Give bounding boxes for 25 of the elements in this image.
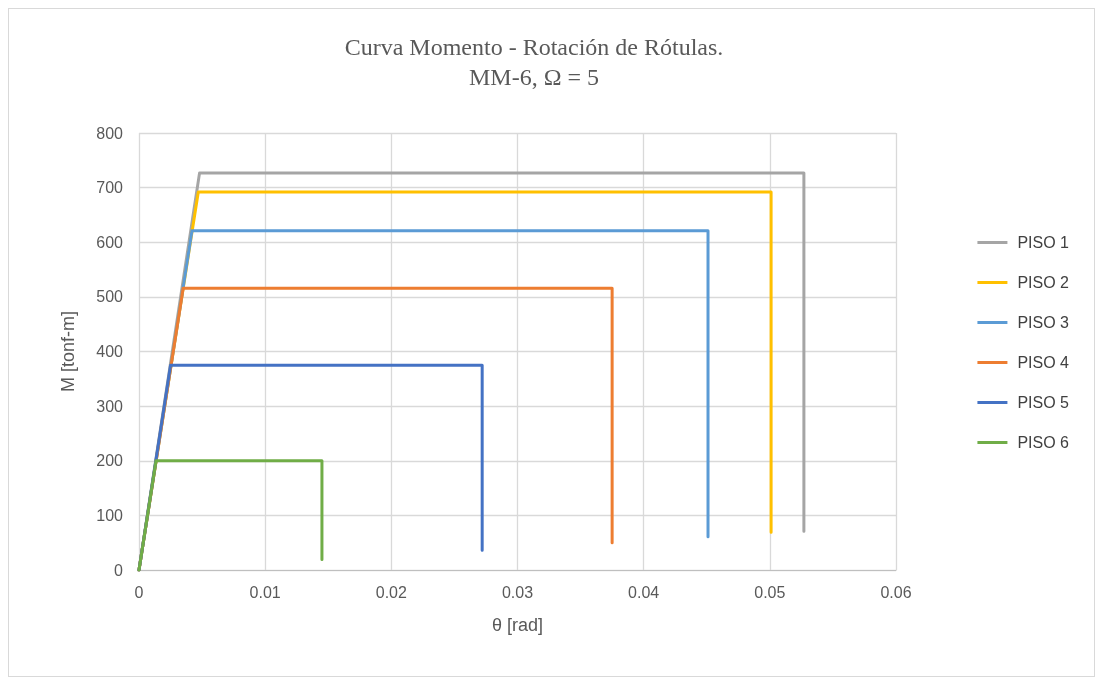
y-axis-title: M [tonf-m] — [58, 310, 78, 393]
y-tick-label: 100 — [96, 506, 124, 524]
legend-label: PISO 4 — [1017, 354, 1070, 371]
y-tick-label: 200 — [96, 452, 124, 470]
legend-label: PISO 1 — [1017, 234, 1070, 251]
y-tick-label: 800 — [96, 124, 124, 142]
x-tick-label: 0 — [134, 583, 144, 601]
legend-label: PISO 2 — [1017, 274, 1070, 291]
chart-title: Curva Momento - Rotación de Rótulas. MM-6, Ω = 5 — [344, 34, 724, 90]
x-tick-label: 0.06 — [880, 583, 912, 601]
x-tick-label: 0.04 — [628, 583, 660, 601]
legend-label: PISO 6 — [1017, 434, 1070, 451]
y-tick-label: 500 — [96, 288, 124, 306]
x-tick-label: 0.01 — [249, 583, 281, 601]
y-tick-label: 300 — [96, 397, 124, 415]
legend-label: PISO 5 — [1017, 394, 1070, 411]
x-axis-title: θ [rad] — [491, 615, 544, 635]
y-tick-label: 600 — [96, 233, 124, 251]
y-tick-label: 0 — [114, 561, 124, 579]
y-tick-label: 700 — [96, 179, 124, 197]
x-tick-label: 0.02 — [375, 583, 408, 601]
legend-label: PISO 3 — [1017, 314, 1070, 331]
y-tick-label: 400 — [96, 343, 124, 360]
x-tick-label: 0.05 — [754, 583, 786, 601]
x-tick-label: 0.03 — [501, 583, 534, 601]
